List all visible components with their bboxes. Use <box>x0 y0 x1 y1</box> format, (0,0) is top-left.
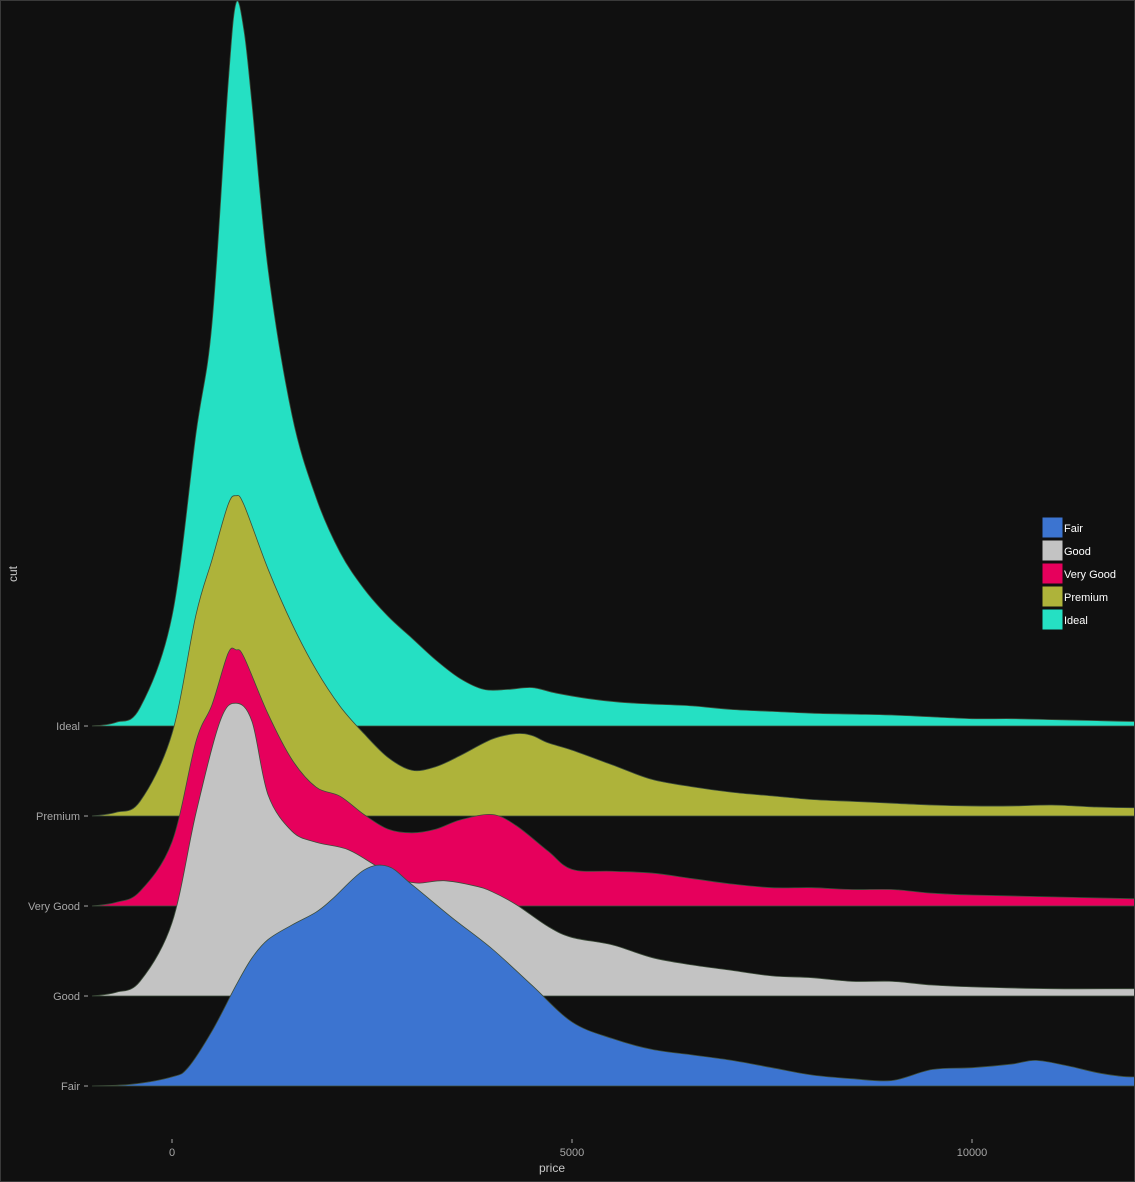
legend-key-very-good <box>1041 562 1064 585</box>
ridge-very-good <box>91 647 1134 907</box>
legend-label-premium: Premium <box>1064 592 1108 604</box>
legend-key-fair <box>1041 516 1064 539</box>
ridge-fair <box>91 864 1134 1087</box>
y-axis-title: cut <box>6 565 20 582</box>
legend-label-fair: Fair <box>1064 523 1083 535</box>
ridge-layer <box>91 1 1134 1087</box>
legend-key-good <box>1041 539 1064 562</box>
y-axis: Fair Good Very Good Premium Ideal <box>28 721 88 1093</box>
legend-key-premium <box>1041 585 1064 608</box>
legend-label-ideal: Ideal <box>1064 615 1088 627</box>
legend-label-good: Good <box>1064 546 1091 558</box>
y-tick-label-fair: Fair <box>61 1081 80 1093</box>
y-tick-label-ideal: Ideal <box>56 721 80 733</box>
y-tick-label-premium: Premium <box>36 811 80 823</box>
x-tick-label-10000: 10000 <box>957 1147 988 1159</box>
y-tick-label-good: Good <box>53 991 80 1003</box>
x-tick-label-0: 0 <box>169 1147 175 1159</box>
x-axis: 05000100001500020000 <box>169 1139 988 1159</box>
y-tick-label-very-good: Very Good <box>28 901 80 913</box>
x-axis-title: price <box>539 1161 565 1175</box>
ridge-premium <box>91 495 1134 817</box>
legend-key-ideal <box>1041 608 1064 631</box>
ridge-good <box>91 702 1134 997</box>
x-tick-label-5000: 5000 <box>560 1147 584 1159</box>
legend-label-very-good: Very Good <box>1064 569 1116 581</box>
legend: Fair Good Very Good Premium Ideal <box>1041 516 1116 631</box>
